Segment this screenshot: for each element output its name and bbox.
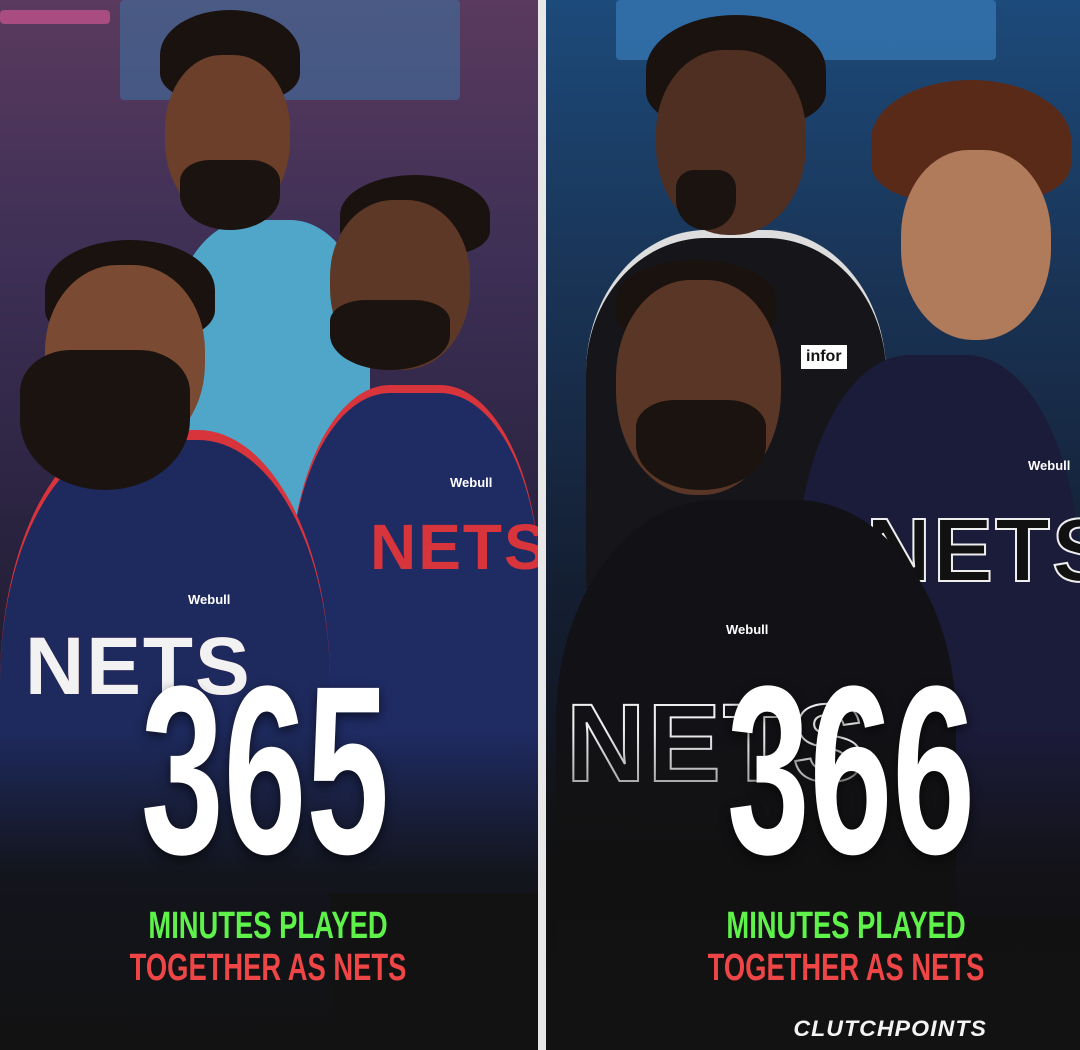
caption-line2: TOGETHER AS NETS bbox=[129, 947, 407, 989]
sponsor-logo: Webull bbox=[188, 592, 231, 607]
sponsor-logo: infor bbox=[801, 345, 847, 369]
jersey-text: NETS bbox=[370, 511, 538, 583]
bottom-fade bbox=[0, 730, 538, 1050]
jersey-text: NETS bbox=[25, 621, 252, 712]
caption-line1: MINUTES PLAYED bbox=[726, 905, 966, 947]
sponsor-logo: Webull bbox=[1028, 458, 1071, 473]
caption-line2: TOGETHER AS NETS bbox=[707, 947, 985, 989]
sponsor-logo: Webull bbox=[450, 475, 493, 490]
right-panel: infor NETS Webull NETS Webull 366 MINUTE… bbox=[546, 0, 1080, 1050]
divider bbox=[538, 0, 546, 1050]
minutes-number: 365 bbox=[140, 636, 390, 904]
minutes-number: 366 bbox=[726, 636, 976, 904]
clutchpoints-logo: CLUTCHPOINTS bbox=[793, 1016, 987, 1041]
sponsor-logo: Webull bbox=[726, 622, 769, 637]
left-panel: NETS Webull NETS Webull 365 MINUTES PLAY… bbox=[0, 0, 538, 1050]
bottom-fade bbox=[546, 730, 1080, 1050]
arena-light bbox=[0, 10, 110, 24]
caption-line1: MINUTES PLAYED bbox=[148, 905, 388, 947]
